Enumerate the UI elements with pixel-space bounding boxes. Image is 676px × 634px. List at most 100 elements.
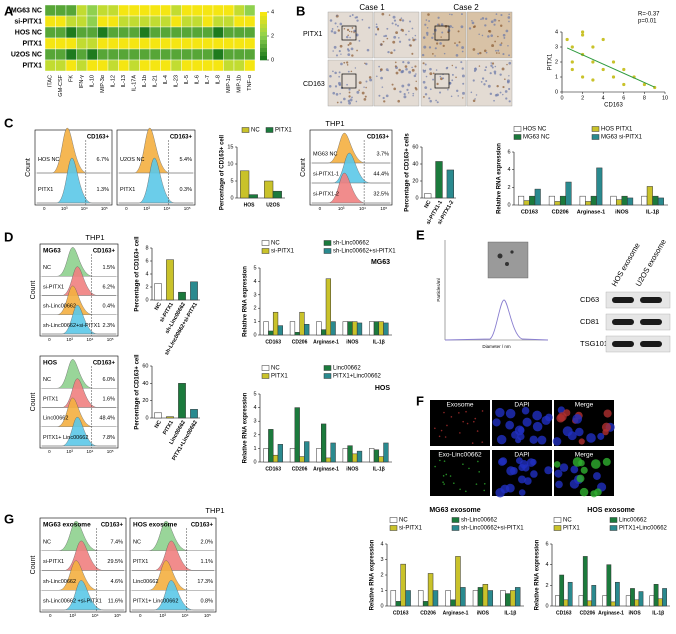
flow-x-tick: 10³ [159, 613, 166, 618]
heatmap-cell [139, 37, 151, 50]
ihc-cell [487, 84, 491, 88]
bar [460, 587, 466, 607]
ihc-cell [407, 92, 410, 94]
y-tick-label: 60 [412, 144, 418, 150]
x-tick-label: 6 [622, 95, 625, 101]
fluor-dot [443, 483, 445, 485]
protein-label: CD63 [580, 295, 599, 304]
flow-x-tick: 0 [139, 613, 142, 618]
fluor-dot [557, 406, 566, 414]
bar [369, 321, 375, 336]
column-label: IL-21 [153, 75, 159, 88]
legend-label: NC [251, 128, 260, 134]
ihc-cell [442, 44, 445, 48]
ihc-cell [489, 72, 492, 75]
heatmap-cell [212, 15, 224, 28]
flow-histogram [132, 540, 214, 571]
point [591, 45, 595, 49]
bar [248, 194, 258, 199]
y-tick-label: 3 [253, 292, 256, 298]
ihc-cell [348, 91, 351, 94]
heatmap-cell [128, 4, 140, 17]
flow-ylabel: Count [300, 158, 307, 177]
bar [482, 584, 489, 607]
sample-label: PITX1 [133, 559, 148, 565]
ihc-cell [432, 78, 435, 81]
ihc-cell [473, 25, 476, 28]
ihc-cell [462, 97, 464, 99]
legend-label: PITX1 [563, 526, 580, 532]
flow-histogram [42, 560, 124, 591]
y-tick-label: 2 [545, 583, 548, 589]
ihc-cell [385, 68, 389, 71]
scale-bar [260, 24, 267, 29]
x-tick-label: IL-1β [373, 466, 385, 472]
heatmap-cell [139, 4, 151, 17]
fluor-dot [459, 432, 461, 434]
ihc-cell [381, 86, 384, 88]
flow-x-tick: 0 [48, 449, 51, 454]
ihc-cell [490, 20, 494, 24]
ihc-cell [394, 65, 397, 68]
ihc-cell [460, 25, 464, 29]
ihc-cell [346, 64, 349, 66]
ihc-cell [444, 25, 448, 28]
heatmap-cell [76, 59, 88, 72]
ihc-cell [502, 85, 505, 89]
point [581, 30, 585, 34]
y-tick-label: 4 [380, 541, 383, 547]
ihc-cell [428, 46, 432, 49]
blot-band [640, 297, 662, 303]
column-label: MIP-3α [100, 74, 106, 93]
heatmap-cell [202, 15, 214, 28]
ihc-cell [351, 27, 354, 29]
bar [304, 441, 310, 463]
y-tick-label: 6 [545, 541, 548, 547]
bar [178, 291, 186, 301]
heatmap-cell [191, 15, 203, 28]
fluor-dot [530, 458, 537, 466]
fluor-dot [476, 430, 479, 432]
heatmap-cell [212, 26, 224, 39]
sample-label: MG63 NC [313, 151, 337, 157]
flow-header: HOS [43, 360, 58, 367]
fluor-dot [458, 412, 460, 414]
fluor-dot [481, 441, 484, 443]
x-tick-label: CD163 [265, 339, 281, 345]
blot-strip [605, 291, 671, 309]
ihc-cell [358, 81, 362, 85]
heatmap-cell [44, 26, 56, 39]
y-axis-label: Relative RNA expression [535, 539, 541, 610]
ihc-cell [425, 31, 429, 35]
x-tick-label: CD206 [580, 610, 596, 616]
bar [264, 180, 274, 199]
fluor-dot [515, 437, 522, 444]
ihc-cell [363, 86, 365, 88]
heatmap-cell [97, 48, 109, 61]
fluor-image [430, 400, 490, 446]
ihc-cell [489, 92, 493, 96]
fluor-dot [443, 411, 445, 414]
ihc-cell [508, 61, 512, 65]
ihc-cell [491, 44, 495, 48]
fluor-dot [532, 421, 543, 432]
panel-letter: E [416, 227, 425, 242]
y-tick-label: 1 [380, 588, 383, 594]
heatmap-cell [223, 37, 235, 50]
fluor-dot [499, 457, 508, 466]
flow-histogram [42, 520, 124, 551]
fluor-dot [471, 442, 474, 444]
bar [316, 321, 322, 336]
heatmap-cell [139, 26, 151, 39]
bar [610, 601, 616, 607]
scale-bar [260, 40, 267, 45]
bar [621, 195, 628, 206]
ihc-cell [496, 84, 499, 88]
ihc-cell [451, 64, 454, 67]
row-label: HOS NC [15, 29, 42, 36]
flow-ylabel: Count [30, 556, 37, 575]
ihc-cell [381, 12, 385, 16]
ihc-cell [393, 49, 396, 52]
heatmap-cell [149, 15, 161, 28]
